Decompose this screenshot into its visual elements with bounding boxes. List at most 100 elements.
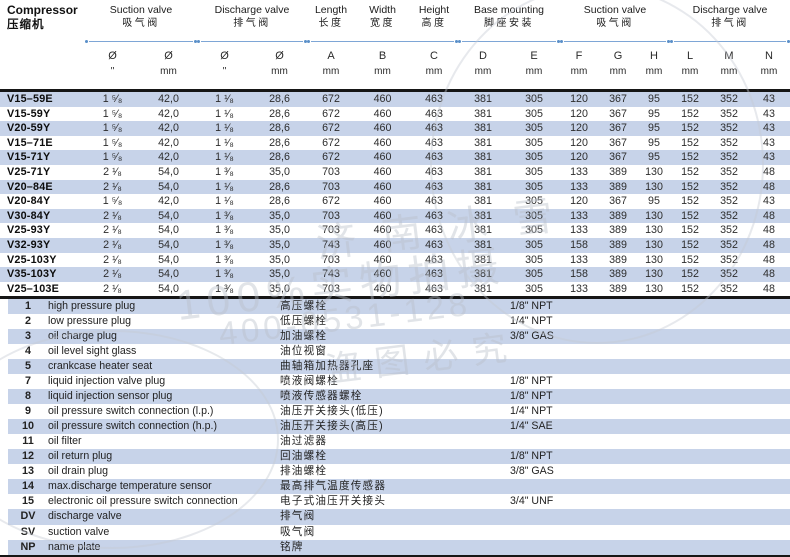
dimension-value: 460 <box>373 209 392 222</box>
dimension-value: 28,6 <box>269 151 290 164</box>
dimension-value: 1 ⁵⁄₈ <box>102 195 123 208</box>
legend-fitting: 3/8" GAS <box>510 329 554 342</box>
dimension-value: 35,0 <box>269 165 290 178</box>
legend-fitting: 1/4" NPT <box>510 405 553 418</box>
subheader-cell: Ø " <box>197 48 252 89</box>
group-label-zh: 高度 <box>421 18 447 29</box>
dimension-value: 133 <box>570 180 588 193</box>
dimension-value: 743 <box>322 238 340 251</box>
legend-code: 12 <box>21 450 34 463</box>
legend-fitting <box>510 344 790 359</box>
table-row: V20-59Y 1 ⁵⁄₈ 42,0 1 ¹⁄₈ 28,6 672 460 463 381 305… <box>0 121 790 136</box>
dimension-value: 2 ¹⁄₈ <box>103 238 122 251</box>
group-connector-line <box>670 40 790 43</box>
subheader-unit: mm <box>645 66 663 77</box>
dimension-value: 42,0 <box>158 151 179 164</box>
dimension-value: 133 <box>570 253 588 266</box>
group-connector-line <box>197 40 307 43</box>
compressor-title-zh: 压缩机 <box>7 19 45 31</box>
dimension-value: 389 <box>609 165 627 178</box>
group-label-en: Discharge valve <box>214 4 290 16</box>
dimension-value: 28,6 <box>269 180 290 193</box>
dimension-value: 1 ⁵⁄₈ <box>102 136 123 149</box>
dimension-value: 48 <box>763 253 775 266</box>
dimension-value: 460 <box>373 122 392 135</box>
dimension-value: 352 <box>720 136 738 149</box>
dimension-value: 95 <box>648 136 660 149</box>
dimension-value: 352 <box>720 282 738 295</box>
subheader-unit: " <box>110 66 115 77</box>
subheader-symbol: N <box>765 50 773 62</box>
table-bottom-rule <box>0 296 790 299</box>
column-group-label: Length 长度 <box>307 3 355 39</box>
dimension-value: 130 <box>645 238 663 251</box>
dimension-value: 2 ¹⁄₈ <box>103 180 122 193</box>
dimension-value: 28,6 <box>269 136 290 149</box>
model-name: V20-84Y <box>7 195 51 208</box>
dimension-value: 305 <box>525 253 543 266</box>
dimension-value: 1 ³⁄₈ <box>215 165 234 178</box>
dimension-value: 133 <box>570 224 588 237</box>
dimension-value: 48 <box>763 165 775 178</box>
legend-fitting: 1/8" NPT <box>510 450 553 463</box>
dimension-value: 672 <box>322 136 340 149</box>
dimension-value: 305 <box>525 224 543 237</box>
dimension-value: 463 <box>425 253 443 266</box>
legend-row: 14 max.discharge temperature sensor 最高排气温度… <box>8 479 790 495</box>
table-row: V20-84Y 1 ⁵⁄₈ 42,0 1 ¹⁄₈ 28,6 672 460 463 381 305… <box>0 194 790 209</box>
dimension-value: 389 <box>609 209 627 222</box>
group-label-en: Suction valve <box>583 4 647 16</box>
legend-code: 8 <box>24 390 31 403</box>
dimension-value: 460 <box>373 180 392 193</box>
dimension-value: 152 <box>681 165 699 178</box>
group-label-en: Discharge valve <box>692 4 768 16</box>
dimension-value: 389 <box>609 238 627 251</box>
dimension-value: 381 <box>474 224 492 237</box>
dimension-value: 1 ⁵⁄₈ <box>102 93 123 105</box>
dimension-value: 43 <box>763 122 775 135</box>
dimension-value: 1 ³⁄₈ <box>215 238 234 251</box>
dimension-value: 35,0 <box>269 209 290 222</box>
dimension-value: 381 <box>474 253 492 266</box>
dimension-value: 389 <box>609 282 627 295</box>
dimension-value: 381 <box>474 136 492 149</box>
legend-label-zh: 喷液阀螺栓 <box>280 375 339 388</box>
dimension-value: 48 <box>763 282 775 295</box>
dimension-value: 42,0 <box>158 122 179 135</box>
dimension-value: 305 <box>525 107 543 120</box>
model-name: V20–84E <box>7 180 53 193</box>
subheader-cell: Ø " <box>85 48 140 89</box>
dimension-value: 120 <box>570 151 588 164</box>
dimension-value: 352 <box>720 253 738 266</box>
dimension-value: 152 <box>681 282 699 295</box>
subheader-symbol: A <box>327 50 335 62</box>
legend-code: 15 <box>21 495 34 508</box>
dimension-value: 54,0 <box>158 209 179 222</box>
legend-fitting: 1/8" NPT <box>510 299 553 312</box>
legend-label-en: suction valve <box>48 525 110 538</box>
legend-row: 5 crankcase heater seat 曲轴箱加热器孔座 <box>8 359 790 375</box>
column-group-label: Base mounting 脚座安装 <box>458 3 560 39</box>
dimension-value: 460 <box>373 253 392 266</box>
subheader-symbol: G <box>613 50 623 62</box>
dimension-value: 352 <box>720 268 738 281</box>
header-groups: Compressor 压缩机 Suction valve 吸气阀 Discharge… <box>0 0 790 39</box>
subheader-symbol: C <box>430 50 438 62</box>
header-group-lines <box>0 39 790 44</box>
dimension-value: 35,0 <box>269 268 290 281</box>
group-label-zh: 排气阀 <box>711 18 749 29</box>
dimension-value: 389 <box>609 253 627 266</box>
dimension-value: 130 <box>645 209 663 222</box>
dimension-value: 1 ³⁄₈ <box>215 224 234 237</box>
column-group-label: Width 宽度 <box>355 3 410 39</box>
dimension-value: 133 <box>570 282 588 295</box>
dimension-value: 463 <box>425 165 443 178</box>
table-row: V15-71Y 1 ⁵⁄₈ 42,0 1 ¹⁄₈ 28,6 672 460 463 381 305… <box>0 150 790 165</box>
dimension-value: 367 <box>609 195 627 208</box>
legend-code: DV <box>20 510 36 523</box>
legend-row: 8 liquid injection sensor plug 喷液传感器螺栓 1/8"… <box>8 389 790 405</box>
dimension-value: 120 <box>570 195 588 208</box>
table-row: V25–103E 2 ¹⁄₈ 54,0 1 ³⁄₈ 35,0 703 460 463 381 30… <box>0 282 790 297</box>
dimension-value: 381 <box>474 282 492 295</box>
